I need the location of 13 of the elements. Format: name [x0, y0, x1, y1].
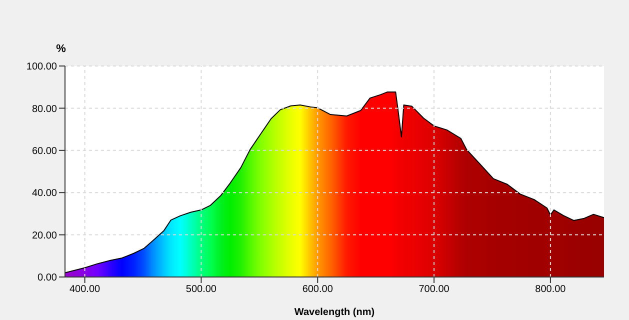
x-tick-label: 600.00 [302, 284, 334, 296]
y-tick-label: 20.00 [32, 230, 58, 242]
y-axis-title: % [56, 43, 66, 55]
x-tick-label: 700.00 [418, 284, 450, 296]
y-tick-label: 0.00 [38, 272, 58, 284]
x-axis-title: Wavelength (nm) [294, 307, 375, 318]
y-tick-label: 60.00 [32, 146, 58, 157]
y-tick-label: 100.00 [26, 62, 58, 73]
y-tick-label: 80.00 [32, 104, 58, 115]
y-tick-label: 40.00 [32, 188, 58, 200]
x-tick-label: 500.00 [186, 284, 217, 296]
x-tick-label: 400.00 [69, 284, 101, 296]
x-tick-label: 800.00 [535, 284, 566, 296]
